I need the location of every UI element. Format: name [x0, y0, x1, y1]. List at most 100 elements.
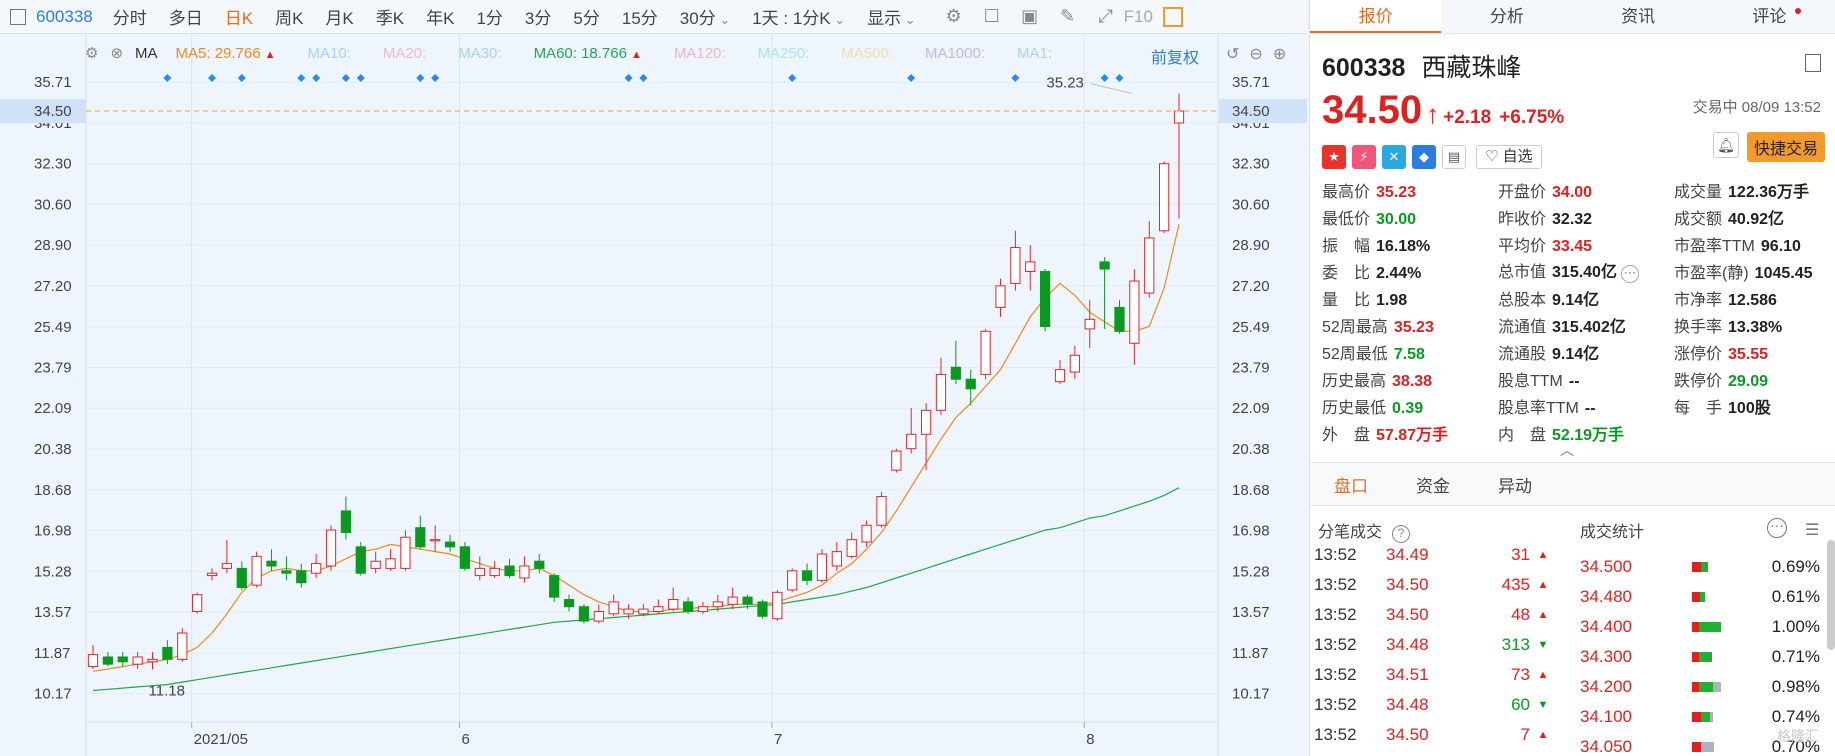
- trade-time: 13:52: [1314, 545, 1357, 564]
- candle-body: [430, 539, 441, 542]
- ma-legend-item[interactable]: MA1:: [1017, 45, 1052, 62]
- candle: [876, 491, 887, 528]
- quote-value: 40.92亿: [1728, 210, 1785, 228]
- display-select[interactable]: 显示: [867, 4, 916, 29]
- more-icon[interactable]: ···: [1767, 518, 1787, 538]
- ma-legend-item[interactable]: MA60: 18.766 ▲: [534, 45, 642, 62]
- candle: [325, 525, 337, 571]
- event-marker-diamond: [356, 74, 365, 82]
- ma-legend-item[interactable]: MA120:: [674, 45, 726, 62]
- ma-legend-item[interactable]: MA500:: [841, 45, 893, 62]
- quote-key: 市盈率TTM: [1674, 237, 1755, 255]
- trade-time: 13:52: [1314, 725, 1357, 744]
- ma-type-label[interactable]: MA: [135, 44, 158, 62]
- period-8[interactable]: 1分: [476, 9, 503, 28]
- ma-legend-item[interactable]: MA20:: [383, 45, 426, 62]
- candle-body: [162, 646, 173, 660]
- stat-pct: 0.69%: [1771, 557, 1820, 576]
- volume-stats[interactable]: 34.500 0.69% 34.480 0.61% 34.400 1.00% 34.300 0…: [1580, 552, 1820, 756]
- hot-icon[interactable]: ⚡: [1352, 145, 1376, 169]
- ma-close-icon[interactable]: ⊗: [110, 45, 124, 62]
- period-4[interactable]: 周K: [275, 9, 304, 28]
- ma-legend-item[interactable]: MA10:: [307, 45, 350, 62]
- sidebar-toggle-icon[interactable]: [10, 8, 26, 25]
- event-marker-diamond: [431, 74, 440, 82]
- ma-legend-item[interactable]: MA30:: [458, 45, 501, 62]
- price-adjust-toggle[interactable]: 前复权: [1151, 50, 1200, 67]
- collapse-caret-icon[interactable]: ︿: [1560, 442, 1574, 458]
- help-icon[interactable]: ?: [1392, 525, 1411, 543]
- candle: [846, 532, 857, 559]
- period-6[interactable]: 季K: [375, 9, 405, 28]
- tag-icon[interactable]: ◆: [1412, 145, 1436, 169]
- stat-row: 34.100 0.74%: [1580, 702, 1820, 732]
- zoom-in-icon[interactable]: ⊕: [1272, 46, 1287, 63]
- panel-toggle-icon[interactable]: [1162, 6, 1183, 27]
- zoom-out-icon[interactable]: ⊖: [1249, 46, 1263, 63]
- period-10[interactable]: 5分: [573, 9, 600, 28]
- document-icon[interactable]: [1805, 54, 1821, 72]
- quick-trade-button[interactable]: 快捷交易: [1746, 132, 1825, 162]
- period-7[interactable]: 年K: [426, 9, 455, 28]
- stock-code-link[interactable]: 600338: [36, 6, 93, 26]
- period-2[interactable]: 多日: [168, 9, 203, 28]
- quote-tab[interactable]: 评论: [1704, 0, 1835, 33]
- trade-ticks[interactable]: 13:52 34.49 31 ▲ 13:52 34.50 435 ▲ 13:52 34.50 48 ▲…: [1314, 540, 1574, 756]
- candle-body: [801, 570, 813, 581]
- y-tick-label: 11.87: [34, 645, 70, 662]
- period-12[interactable]: 30分: [680, 4, 730, 29]
- candle-body: [1010, 247, 1021, 284]
- stat-bar-sell: [1699, 592, 1706, 602]
- candlestick-chart[interactable]: 35.7134.0132.3030.6028.9027.2025.4923.79…: [0, 34, 1307, 756]
- stat-bar-sell: [1698, 622, 1722, 632]
- period-1[interactable]: 分时: [112, 9, 147, 28]
- f10-button[interactable]: F10: [1123, 6, 1153, 26]
- stat-bar-neutral: [1710, 712, 1714, 722]
- pen-draw-icon[interactable]: ✎: [1060, 6, 1076, 26]
- trade-price: 34.49: [1386, 545, 1429, 564]
- candle: [549, 573, 560, 602]
- candle: [430, 525, 441, 552]
- period-11[interactable]: 15分: [621, 9, 658, 28]
- orderbook-tab[interactable]: 资金: [1416, 476, 1450, 496]
- candle: [1010, 230, 1021, 291]
- scrollbar[interactable]: [1827, 540, 1835, 650]
- note-icon[interactable]: ▤: [1442, 145, 1466, 169]
- more-icon[interactable]: ⋯: [1620, 265, 1639, 283]
- ma-legend-item[interactable]: MA250:: [758, 45, 810, 62]
- reset-icon[interactable]: ↺: [1226, 46, 1240, 63]
- fullscreen-icon[interactable]: ⤢: [1098, 6, 1113, 26]
- bell-icon[interactable]: 🔔︎: [1713, 132, 1739, 158]
- camera-icon[interactable]: ▣: [1021, 6, 1039, 26]
- orderbook-tab[interactable]: 异动: [1498, 476, 1532, 496]
- ma-legend-item[interactable]: MA5: 29.766 ▲: [176, 45, 276, 62]
- up-arrow-icon: ↑: [1426, 99, 1440, 129]
- list-icon[interactable]: ☰: [1805, 522, 1820, 539]
- quote-tab[interactable]: 报价: [1310, 0, 1442, 33]
- quote-tab[interactable]: 资讯: [1573, 0, 1704, 33]
- candle-body: [1099, 261, 1110, 270]
- shuffle-icon[interactable]: ✕: [1382, 145, 1406, 169]
- quote-tab[interactable]: 分析: [1441, 0, 1572, 33]
- stat-bar-sell: [1698, 652, 1712, 662]
- candle-body: [340, 510, 352, 533]
- range-select[interactable]: 1天 : 1分K: [752, 4, 845, 29]
- quote-value: 32.32: [1552, 210, 1593, 228]
- candle: [861, 520, 872, 547]
- quote-panel: 报价 分析 资讯 评论 600338 西藏珠峰 34.50 ↑ +2.18 +6.75…: [1309, 0, 1835, 756]
- candle: [623, 604, 634, 619]
- ma-legend-item[interactable]: MA1000:: [925, 45, 985, 62]
- extreme-value-label: 11.18: [149, 682, 185, 699]
- settings-gear-icon[interactable]: ⚙: [945, 6, 962, 26]
- candle-body: [727, 596, 738, 605]
- candle: [682, 597, 694, 614]
- candle-body: [236, 567, 247, 589]
- checkbox-dropdown-icon[interactable]: ☐: [983, 6, 1000, 26]
- period-3[interactable]: 日K: [224, 9, 254, 28]
- orderbook-tab[interactable]: 盘口: [1334, 476, 1368, 496]
- add-watchlist-button[interactable]: ♡ 自选: [1476, 145, 1542, 169]
- ma-settings-icon[interactable]: ⚙: [85, 45, 99, 62]
- period-9[interactable]: 3分: [524, 9, 552, 28]
- candle-body: [147, 658, 158, 663]
- period-5[interactable]: 月K: [325, 9, 354, 28]
